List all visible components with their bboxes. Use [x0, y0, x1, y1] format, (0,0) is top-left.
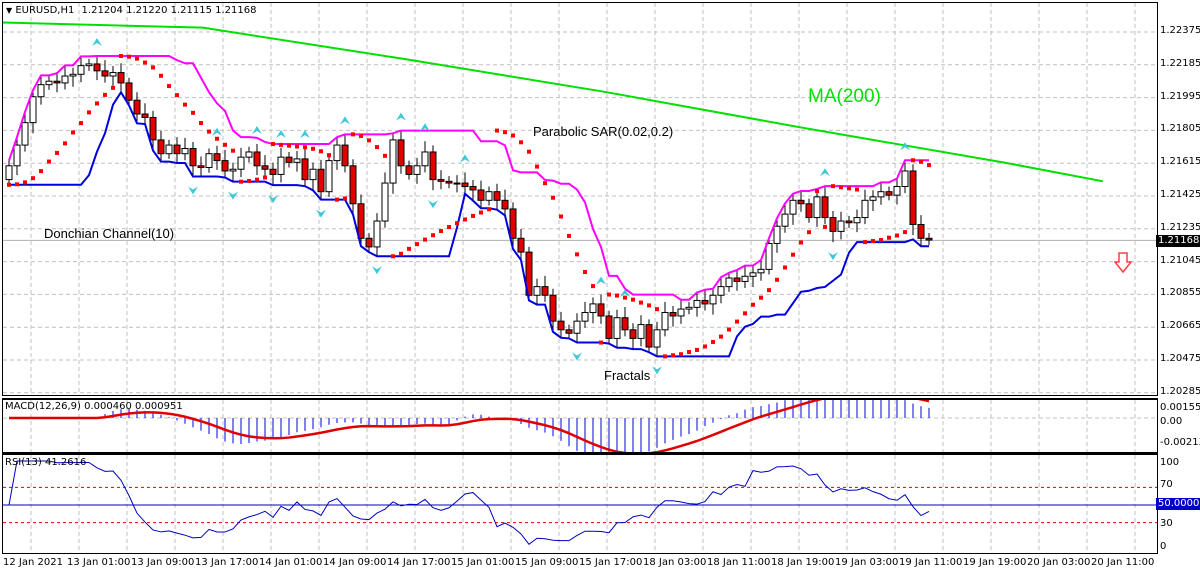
rsi-tick: 0 [1160, 541, 1167, 552]
rsi-canvas [3, 455, 1157, 553]
time-tick: 14 Jan 09:00 [323, 557, 387, 568]
price-tick: 1.21425 [1160, 189, 1200, 200]
time-tick: 14 Jan 17:00 [387, 557, 451, 568]
macd-pane[interactable] [2, 398, 1158, 454]
chart-title[interactable]: ▼ EURUSD,H1 1.21204 1.21220 1.21115 1.21… [6, 5, 257, 16]
time-tick: 13 Jan 17:00 [195, 557, 259, 568]
fractals-annotation: Fractals [604, 368, 651, 383]
time-tick: 18 Jan 11:00 [707, 557, 771, 568]
sell-arrow-icon [1114, 252, 1132, 274]
psar-annotation: Parabolic SAR(0.02,0.2) [533, 124, 674, 139]
price-tick: 1.20285 [1160, 385, 1200, 397]
time-tick: 20 Jan 11:00 [1091, 557, 1155, 568]
rsi-label: RSI(13) 41.2616 [5, 457, 87, 468]
macd-canvas [3, 400, 1157, 452]
price-tick: 1.21995 [1160, 90, 1200, 102]
price-tick: 1.21045 [1160, 254, 1200, 266]
price-tick: 1.22185 [1160, 57, 1200, 69]
time-tick: 13 Jan 09:00 [131, 557, 195, 568]
rsi-pane[interactable] [2, 454, 1158, 554]
time-tick: 15 Jan 17:00 [579, 557, 643, 568]
time-tick: 19 Jan 19:00 [963, 557, 1027, 568]
time-tick: 13 Jan 01:00 [67, 557, 131, 568]
time-tick: 14 Jan 01:00 [259, 557, 323, 568]
ohlc-values: 1.21204 1.21220 1.21115 1.21168 [81, 5, 257, 16]
price-tick: 1.20665 [1160, 320, 1200, 332]
time-tick: 15 Jan 09:00 [515, 557, 579, 568]
macd-tick: 0.00155 [1160, 402, 1200, 413]
price-tick: 1.21235 [1160, 221, 1200, 233]
macd-tick: 0.00 [1160, 416, 1183, 427]
time-tick: 18 Jan 03:00 [643, 557, 707, 568]
price-tick: 1.20855 [1160, 287, 1200, 299]
symbol-label: EURUSD,H1 [15, 5, 75, 16]
time-tick: 15 Jan 01:00 [451, 557, 515, 568]
ma-annotation: MA(200) [808, 86, 881, 107]
rsi-tick: 30 [1160, 518, 1173, 529]
macd-label: MACD(12,26,9) 0.000460 0.000951 [5, 401, 183, 412]
price-chart-canvas [3, 3, 1157, 395]
time-tick: 19 Jan 11:00 [899, 557, 963, 568]
rsi-tick: 70 [1160, 479, 1173, 490]
time-tick: 20 Jan 03:00 [1027, 557, 1091, 568]
price-chart-pane[interactable] [2, 2, 1158, 396]
current-price-tag: 1.21168 [1156, 235, 1200, 247]
price-tick: 1.21615 [1160, 156, 1200, 168]
time-tick: 19 Jan 03:00 [835, 557, 899, 568]
price-tick: 1.22375 [1160, 25, 1200, 36]
time-tick: 12 Jan 2021 [3, 557, 63, 568]
dropdown-triangle-icon[interactable]: ▼ [6, 6, 13, 15]
rsi-tick: 100 [1160, 457, 1180, 468]
price-tick: 1.20475 [1160, 353, 1200, 364]
donchian-annotation: Donchian Channel(10) [44, 226, 175, 241]
macd-tick: -0.002132 [1160, 437, 1200, 448]
price-tick: 1.21805 [1160, 123, 1200, 135]
time-tick: 18 Jan 19:00 [771, 557, 835, 568]
rsi-level-tag: 50.0000 [1156, 498, 1200, 510]
